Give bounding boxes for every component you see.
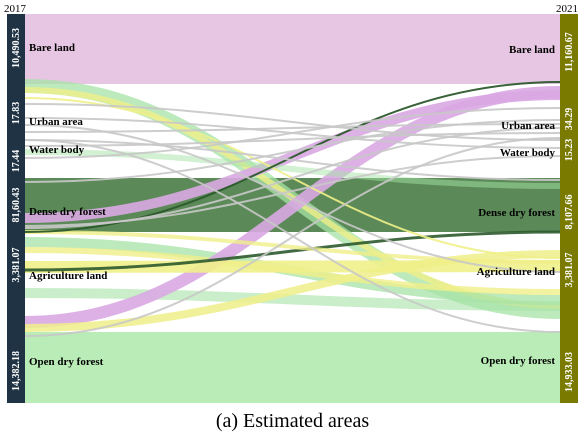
right-value-urban: 34.29 (564, 108, 575, 131)
right-axis-bar (560, 14, 578, 403)
flow-link-dense-to-water (24, 155, 561, 227)
left-axis-bar (7, 14, 25, 403)
left-label-water: Water body (29, 144, 85, 156)
flow-link-urban-to-urban (24, 123, 561, 133)
left-label-bare: Bare land (29, 42, 75, 54)
flow-link-open-to-open (24, 288, 561, 311)
category-labels: Bare land Bare land Urban area Urban area Wa… (29, 42, 555, 368)
band-bare (25, 14, 560, 84)
left-value-open: 14,382.18 (11, 351, 22, 391)
right-label-agri: Agriculture land (477, 266, 555, 278)
left-value-agri: 3,381.07 (11, 248, 22, 283)
flow-link-dense-to-bare (24, 81, 561, 233)
flow-links (24, 79, 561, 337)
figure-caption: (a) Estimated areas (215, 410, 370, 432)
right-value-bare: 11,160.67 (564, 32, 575, 71)
left-label-dense: Dense dry forest (29, 206, 106, 218)
flow-link-open-to-urban (24, 137, 561, 337)
flow-link-agri-to-dense (24, 230, 561, 272)
left-value-urban: 17.83 (11, 102, 22, 125)
flow-link-water-to-dense (24, 139, 561, 181)
right-label-urban: Urban area (501, 120, 555, 132)
flow-link-water-to-bare (24, 107, 561, 159)
left-year-label: 2017 (4, 3, 27, 15)
right-label-open: Open dry forest (481, 355, 556, 367)
right-value-agri: 3,381.07 (564, 253, 575, 288)
right-label-water: Water body (500, 147, 556, 159)
flow-link-dense-to-urban (24, 119, 561, 183)
flow-link-urban-to-agri (24, 124, 561, 273)
right-year-label: 2021 (556, 3, 578, 15)
band-open (25, 332, 560, 403)
flow-link-agri-to-agri (24, 230, 561, 264)
right-label-dense: Dense dry forest (478, 207, 555, 219)
flow-link-water-to-urban (24, 132, 561, 147)
flow-link-open-to-bare (24, 86, 561, 328)
right-value-open: 14,933.03 (564, 352, 575, 392)
right-label-bare: Bare land (509, 44, 555, 56)
left-label-open: Open dry forest (29, 356, 104, 368)
left-value-water: 17.44 (11, 150, 22, 173)
left-value-dense: 81,60.43 (11, 188, 22, 223)
right-value-dense: 8,107.66 (564, 195, 575, 230)
value-labels: 10,490.53 11,160.67 17.83 34.29 17.44 15.23 81… (11, 28, 575, 392)
flow-link-open-to-agri (24, 250, 561, 332)
flow-link-water-to-dense (24, 149, 561, 189)
flow-link-bare-to-water (24, 103, 561, 141)
right-value-water: 15.23 (564, 139, 575, 162)
left-label-urban: Urban area (29, 116, 83, 128)
left-value-bare: 10,490.53 (11, 28, 22, 68)
left-label-agri: Agriculture land (29, 270, 107, 282)
